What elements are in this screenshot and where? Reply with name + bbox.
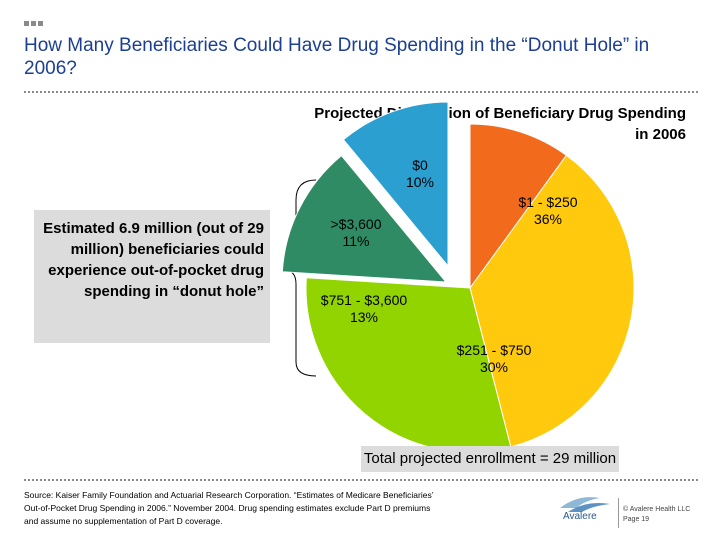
logo-text: Avalere xyxy=(563,511,597,522)
pie-slice-1 xyxy=(469,154,635,448)
copyright: © Avalere Health LLC xyxy=(623,506,691,513)
header-decoration xyxy=(24,21,43,26)
enrollment-box xyxy=(361,446,619,472)
slice-label-2: $251 - $750 30% xyxy=(457,342,532,375)
source-note: Source: Kaiser Family Foundation and Act… xyxy=(24,490,434,526)
footer-separator xyxy=(618,498,619,528)
slice-label-4: >$3,600 11% xyxy=(331,216,382,249)
pie-slice-3 xyxy=(281,154,448,283)
title-divider xyxy=(24,91,698,93)
avalere-logo-icon xyxy=(560,497,610,512)
callout-text: Estimated 6.9 million (out of 29 million… xyxy=(43,220,264,300)
slice-label-1: $1 - $250 36% xyxy=(518,194,577,227)
slice-label-3: $751 - $3,600 13% xyxy=(321,292,408,325)
slice-label-0: $0 10% xyxy=(406,157,434,190)
footer-right: © Avalere Health LLC Page 19 xyxy=(623,505,690,525)
pie-slice-4 xyxy=(342,101,449,268)
page-title: How Many Beneficiaries Could Have Drug S… xyxy=(24,35,650,79)
footer-divider xyxy=(24,479,698,481)
pie-slice-0 xyxy=(469,123,568,290)
page-number: Page 19 xyxy=(623,516,650,523)
enrollment-text: Total projected enrollment = 29 million xyxy=(363,450,617,467)
callout-box: Estimated 6.9 million (out of 29 million… xyxy=(34,210,270,343)
